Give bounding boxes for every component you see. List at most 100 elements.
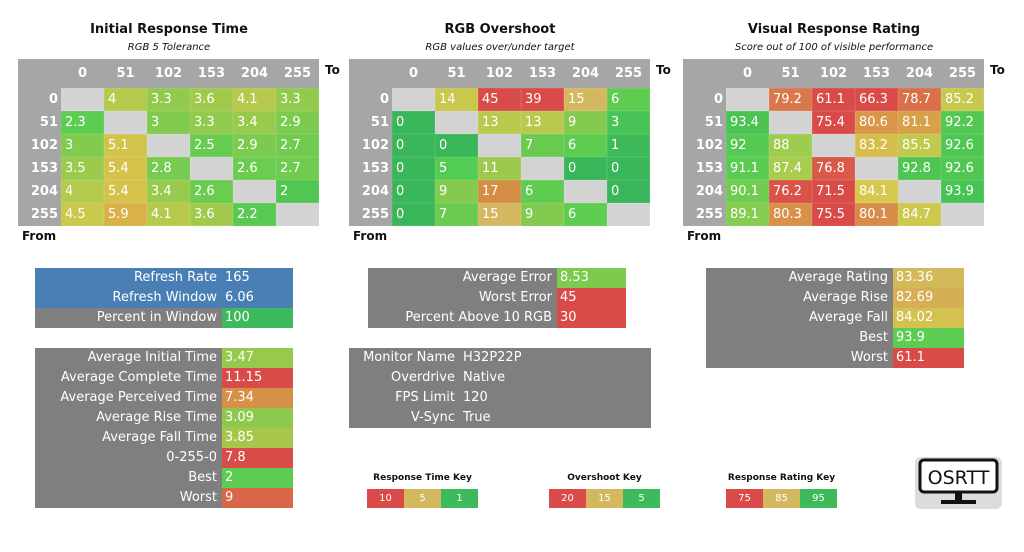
- stat-label: FPS Limit: [395, 390, 455, 405]
- row-header: 102: [361, 138, 389, 153]
- empty-cell: [233, 180, 276, 203]
- column-header: 102: [154, 66, 183, 81]
- empty-cell: [478, 134, 521, 157]
- heatmap-cell: 83.2: [855, 134, 898, 157]
- column-header: 255: [614, 66, 643, 81]
- stat-row: Average Complete Time 11.15: [35, 368, 293, 388]
- heatmap-cell: 4.1: [233, 88, 276, 111]
- stat-row: Worst 61.1: [706, 348, 964, 368]
- heatmap-cell: 85.2: [941, 88, 984, 111]
- stat-value: 61.1: [893, 348, 964, 368]
- row-header: 0: [379, 92, 389, 107]
- row-header: 51: [370, 115, 389, 130]
- empty-cell: [61, 88, 104, 111]
- stat-value: 93.9: [893, 328, 964, 348]
- stat-value: True: [463, 410, 491, 425]
- row-header: 204: [361, 184, 389, 199]
- column-header: 51: [116, 66, 135, 81]
- stat-value: 6.06: [222, 288, 293, 308]
- heatmap-cell: 76.2: [769, 180, 812, 203]
- heatmap-cell: 0: [392, 111, 435, 134]
- stat-row: Monitor Name H32P22P: [349, 348, 651, 368]
- empty-cell: [855, 157, 898, 180]
- corner-cell: [18, 59, 61, 88]
- empty-cell: [521, 157, 564, 180]
- from-label: From: [687, 229, 722, 243]
- heatmap-cell: 6: [607, 88, 650, 111]
- heatmap-cell: 3.6: [190, 88, 233, 111]
- heatmap-cell: 9: [435, 180, 478, 203]
- heatmap-cell: 39: [521, 88, 564, 111]
- heatmap-cell: 79.2: [769, 88, 812, 111]
- column-header: 204: [905, 66, 934, 81]
- heatmap-cell: 66.3: [855, 88, 898, 111]
- heatmap-cell: 5.9: [104, 203, 147, 226]
- stat-label: Average Perceived Time: [60, 390, 217, 405]
- stat-row: Average Perceived Time 7.34: [35, 388, 293, 408]
- heatmap-cell: 0: [607, 157, 650, 180]
- stat-row: Average Initial Time 3.47: [35, 348, 293, 368]
- stat-row: Best 93.9: [706, 328, 964, 348]
- heatmap-cell: 81.1: [898, 111, 941, 134]
- stat-value: 3.47: [222, 348, 293, 368]
- corner-cell: [683, 59, 726, 88]
- color-key: 10 5 1: [367, 489, 478, 508]
- heatmap-cell: 80.3: [769, 203, 812, 226]
- heatmap-cell: 9: [564, 111, 607, 134]
- heatmap-cell: 3: [61, 134, 104, 157]
- stat-value: 3.09: [222, 408, 293, 428]
- heatmap-cell: 87.4: [769, 157, 812, 180]
- heatmap-cell: 84.1: [855, 180, 898, 203]
- stat-label: Average Fall: [809, 310, 888, 325]
- stat-value: 120: [463, 390, 488, 405]
- stat-value: H32P22P: [463, 350, 522, 365]
- heatmap-cell: 0: [607, 180, 650, 203]
- color-key: 20 15 5: [549, 489, 660, 508]
- heatmap-cell: 92: [726, 134, 769, 157]
- stat-value: 11.15: [222, 368, 293, 388]
- stat-label: Worst: [850, 350, 888, 365]
- column-header: 51: [781, 66, 800, 81]
- stat-row: Average Fall 84.02: [706, 308, 964, 328]
- key-swatch: 15: [586, 489, 623, 508]
- monitor-icon: OSRTT: [918, 458, 999, 504]
- heatmap-cell: 7: [521, 134, 564, 157]
- heatmap-cell: 13: [521, 111, 564, 134]
- column-header: 0: [77, 66, 88, 81]
- key-swatch: 10: [367, 489, 404, 508]
- heatmap-cell: 0: [392, 203, 435, 226]
- column-header: 204: [571, 66, 600, 81]
- heatmap-cell: 76.8: [812, 157, 855, 180]
- row-header: 51: [704, 115, 723, 130]
- stat-label: Refresh Rate: [35, 268, 222, 288]
- stat-label: Best: [859, 330, 888, 345]
- heatmap-cell: 0: [392, 180, 435, 203]
- row-header: 0: [713, 92, 723, 107]
- column-header: 0: [408, 66, 419, 81]
- heatmap-cell: 5.1: [104, 134, 147, 157]
- key-title: Response Time Key: [373, 473, 472, 483]
- stat-label: Average Initial Time: [87, 350, 217, 365]
- empty-cell: [435, 111, 478, 134]
- heatmap-cell: 78.7: [898, 88, 941, 111]
- stat-row: FPS Limit 120: [349, 388, 651, 408]
- stat-row: 0-255-0 7.8: [35, 448, 293, 468]
- row-header: 153: [30, 161, 58, 176]
- empty-cell: [147, 134, 190, 157]
- empty-cell: [812, 134, 855, 157]
- stat-row: Worst 9: [35, 488, 293, 508]
- heatmap-cell: 1: [607, 134, 650, 157]
- empty-cell: [276, 203, 319, 226]
- heatmap-cell: 93.4: [726, 111, 769, 134]
- empty-cell: [104, 111, 147, 134]
- heatmap-cell: 5.4: [104, 180, 147, 203]
- empty-cell: [941, 203, 984, 226]
- heatmap-cell: 2.5: [190, 134, 233, 157]
- heatmap-cell: 2.8: [147, 157, 190, 180]
- heatmap-cell: 3.6: [190, 203, 233, 226]
- heatmap-cell: 2.6: [190, 180, 233, 203]
- stat-label: Refresh Window: [35, 288, 222, 308]
- row-header: 0: [48, 92, 58, 107]
- from-label: From: [353, 229, 388, 243]
- stat-value: Native: [463, 370, 506, 385]
